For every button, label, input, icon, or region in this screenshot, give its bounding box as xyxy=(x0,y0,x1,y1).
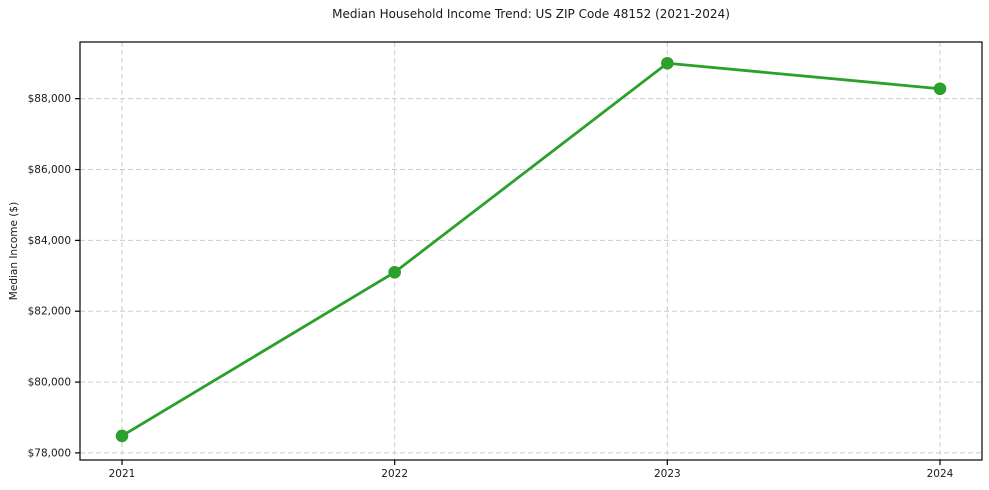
y-tick-label: $84,000 xyxy=(28,235,71,247)
data-point xyxy=(388,265,401,279)
y-tick-label: $82,000 xyxy=(28,306,71,318)
x-tick-label: 2021 xyxy=(109,468,136,480)
data-point xyxy=(933,82,947,96)
x-tick-label: 2024 xyxy=(927,468,954,480)
y-tick-label: $78,000 xyxy=(28,447,71,459)
plot-border xyxy=(79,41,983,461)
data-point xyxy=(115,429,129,443)
y-tick-label: $86,000 xyxy=(28,164,71,176)
y-tick-label: $80,000 xyxy=(28,377,71,389)
x-tick-label: 2022 xyxy=(381,468,408,480)
chart-title: Median Household Income Trend: US ZIP Co… xyxy=(332,7,730,21)
data-point xyxy=(661,56,674,70)
y-tick-label: $88,000 xyxy=(28,93,71,105)
x-tick-label: 2023 xyxy=(654,468,681,480)
line-series xyxy=(120,61,942,438)
